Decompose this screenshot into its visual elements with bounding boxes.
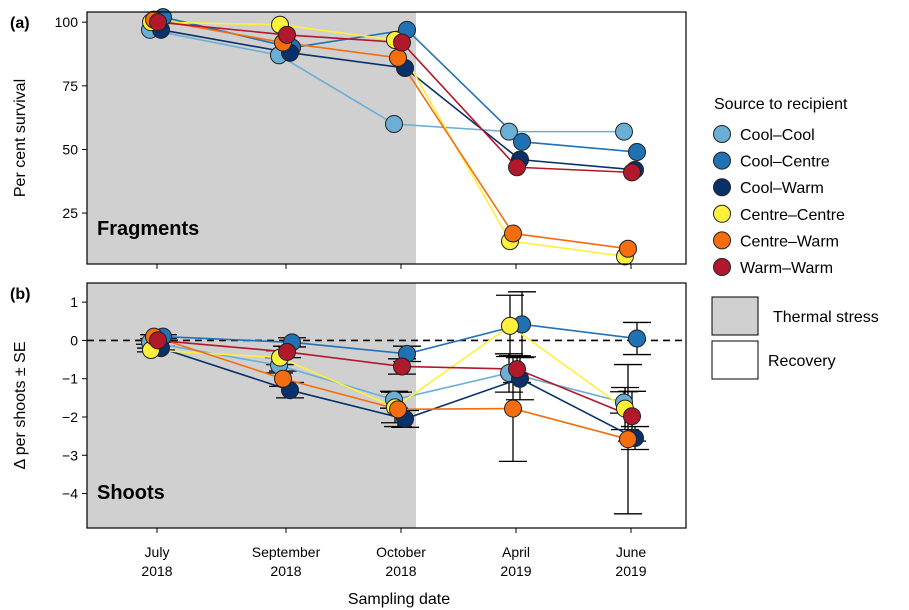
data-point (615, 122, 633, 141)
thermal-stress-shading (87, 12, 416, 264)
legend-marker (713, 231, 731, 250)
data-point (504, 399, 522, 418)
y-tick-label: −2 (62, 409, 78, 425)
panel-label: (a) (10, 15, 30, 32)
data-point (278, 342, 296, 361)
y-axis-label: Δ per shoots ± SE (12, 342, 29, 470)
legend-entries: Cool–Cool Cool–Centre Cool–Warm Centre–Cent… (713, 125, 845, 277)
y-tick-label: 0 (70, 332, 78, 348)
legend-label: Cool–Cool (740, 127, 815, 144)
data-point (389, 48, 407, 67)
data-point (619, 239, 637, 258)
period-swatch (711, 296, 759, 336)
x-tick-label: October 2018 (376, 544, 426, 579)
period-legend-entry: Recovery (711, 340, 836, 380)
period-swatch (711, 340, 759, 380)
data-point (508, 360, 526, 379)
legend-entry: Centre–Warm (713, 231, 839, 250)
legend-marker (713, 178, 731, 197)
legend-entry: Cool–Centre (713, 151, 830, 171)
x-axis: July 2018 September 2018 October 2018 April 201… (141, 544, 646, 579)
legend-marker (713, 125, 731, 143)
legend-marker (713, 204, 731, 223)
data-point (393, 357, 411, 376)
data-point (504, 224, 522, 243)
data-point (393, 33, 411, 52)
period-label: Recovery (768, 353, 836, 370)
legend-marker (713, 258, 731, 276)
data-point (628, 143, 646, 161)
data-point (508, 158, 526, 177)
panel-title: Shoots (97, 482, 165, 504)
data-point (389, 400, 407, 419)
thermal-stress-shading (87, 283, 416, 528)
legend-entry: Centre–Centre (713, 204, 845, 224)
legend-label: Centre–Warm (740, 233, 839, 250)
x-tick-label: April 2019 (500, 544, 531, 579)
data-point (278, 25, 296, 44)
data-point (385, 115, 403, 133)
panel-a-survival: 25 50 75 100 (a) Fragments Per cent survival (10, 8, 687, 269)
y-tick-label: 25 (62, 205, 78, 221)
x-axis-label: Sampling date (348, 591, 450, 608)
legend-title: Source to recipient (714, 96, 848, 113)
legend-label: Cool–Warm (740, 180, 824, 197)
period-label: Thermal stress (773, 309, 879, 326)
y-tick-label: 100 (55, 14, 79, 30)
panel-b-shoots: −4 −3 −2 −1 0 1 (b) Shoots Δ per shoots ± SE (10, 282, 687, 533)
data-point (628, 329, 646, 348)
data-point (149, 13, 167, 32)
y-tick-label: −4 (62, 486, 78, 502)
period-legend-entry: Thermal stress (711, 296, 879, 336)
legend: Source to recipient Cool–Cool Cool–Centre… (711, 96, 879, 380)
legend-label: Centre–Centre (740, 207, 845, 224)
y-tick-label: −3 (62, 447, 78, 463)
x-tick-label: September 2018 (252, 544, 321, 579)
panel-label: (b) (10, 286, 30, 303)
plot-frame (86, 11, 687, 265)
y-tick-label: 1 (70, 294, 78, 310)
y-tick-label: −1 (62, 371, 78, 387)
legend-label: Cool–Centre (740, 154, 830, 171)
panel-title: Fragments (97, 218, 199, 240)
x-tick-label: June 2019 (615, 544, 646, 579)
y-tick-label: 75 (62, 78, 78, 94)
data-point (623, 407, 641, 426)
data-point (501, 316, 519, 335)
y-tick-label: 50 (62, 141, 78, 157)
legend-label: Warm–Warm (740, 260, 833, 277)
legend-marker (713, 151, 731, 170)
legend-entry: Cool–Warm (713, 178, 824, 197)
data-point (274, 369, 292, 388)
data-point (500, 122, 518, 141)
data-point (513, 132, 531, 151)
period-legend: Thermal stress Recovery (711, 296, 879, 380)
y-axis-label: Per cent survival (12, 79, 29, 197)
legend-entry: Warm–Warm (713, 258, 833, 277)
x-tick-label: July 2018 (141, 544, 172, 579)
plot-frame (86, 282, 687, 529)
data-point (623, 163, 641, 182)
legend-entry: Cool–Cool (713, 125, 815, 144)
data-point (149, 331, 167, 350)
data-point (619, 430, 637, 449)
